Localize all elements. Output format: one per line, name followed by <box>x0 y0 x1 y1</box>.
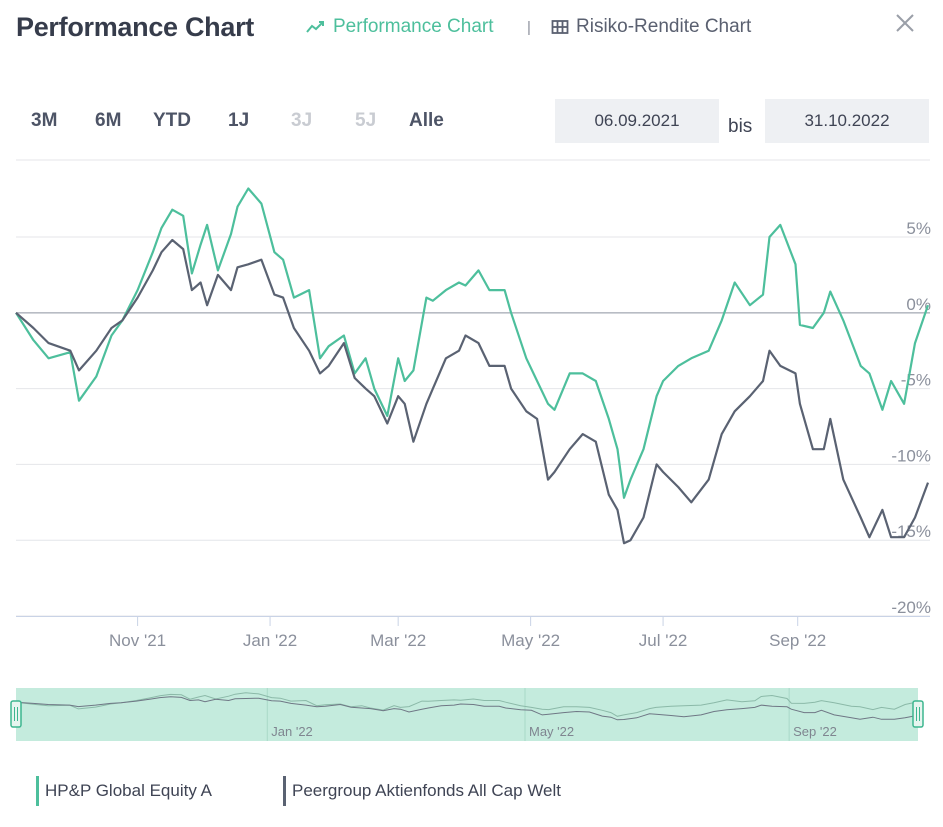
x-tick-label: Sep '22 <box>769 631 826 650</box>
series-line-hpp-global-equity <box>15 187 930 499</box>
tab-performance-chart-label: Performance Chart <box>333 16 494 37</box>
navigator-tick-label: Sep '22 <box>793 724 837 739</box>
range-button-ytd[interactable]: YTD <box>153 110 191 131</box>
tab-risiko-rendite-chart-label: Risiko-Rendite Chart <box>576 16 752 37</box>
navigator-handle-left[interactable] <box>10 700 22 728</box>
tab-separator: | <box>527 19 531 36</box>
range-button-3m[interactable]: 3M <box>31 110 58 131</box>
x-tick-label: Mar '22 <box>370 631 426 650</box>
tab-risiko-rendite-chart[interactable]: Risiko-Rendite Chart <box>551 16 751 38</box>
legend-label: Peergroup Aktienfonds All Cap Welt <box>292 781 562 800</box>
performance-chart[interactable]: 5%0%-5%-10%-15%-20%Nov '21 Jan '22 Mar '22… <box>0 150 943 670</box>
legend-color-swatch <box>283 776 286 806</box>
date-to-input[interactable]: 31.10.2022 <box>765 99 929 143</box>
page-title: Performance Chart <box>16 12 254 42</box>
navigator-line-hpp-global-equity <box>15 692 919 717</box>
range-button-alle[interactable]: Alle <box>409 110 444 131</box>
legend-item-hpp-global-equity-a[interactable]: HP&P Global Equity A <box>36 776 212 806</box>
legend-label: HP&P Global Equity A <box>45 781 212 800</box>
y-tick-label: -5% <box>901 371 931 390</box>
chart-header: Performance Chart Performance Chart | Ri… <box>0 0 943 60</box>
date-range-separator: bis <box>728 116 753 137</box>
grid-icon <box>551 20 569 34</box>
navigator-handle-right[interactable] <box>912 700 924 728</box>
navigator-tick-label: Jan '22 <box>271 724 313 739</box>
range-button-6m[interactable]: 6M <box>95 110 122 131</box>
legend-item-peergroup[interactable]: Peergroup Aktienfonds All Cap Welt <box>283 776 561 806</box>
x-tick-label: Nov '21 <box>109 631 166 650</box>
range-button-3j: 3J <box>291 110 313 131</box>
y-tick-label: -20% <box>891 598 931 617</box>
x-tick-label: Jul '22 <box>639 631 688 650</box>
legend-color-swatch <box>36 776 39 806</box>
x-tick-label: May '22 <box>501 631 560 650</box>
range-button-1j[interactable]: 1J <box>228 110 250 131</box>
trend-line-icon <box>306 21 324 33</box>
y-tick-label: 5% <box>906 219 931 238</box>
series-line-peergroup <box>15 238 930 545</box>
y-tick-label: 0% <box>906 295 931 314</box>
navigator-selection <box>16 688 918 741</box>
range-button-5j: 5J <box>355 110 377 131</box>
tab-performance-chart[interactable]: Performance Chart <box>306 16 494 38</box>
navigator-tick-label: May '22 <box>529 724 574 739</box>
close-icon[interactable] <box>892 10 918 36</box>
date-from-input[interactable]: 06.09.2021 <box>555 99 719 143</box>
x-tick-label: Jan '22 <box>243 631 297 650</box>
navigator-line-peergroup <box>15 696 919 721</box>
range-navigator[interactable]: Jan '22 May '22 Sep '22 <box>0 685 943 745</box>
y-tick-label: -10% <box>891 446 931 465</box>
